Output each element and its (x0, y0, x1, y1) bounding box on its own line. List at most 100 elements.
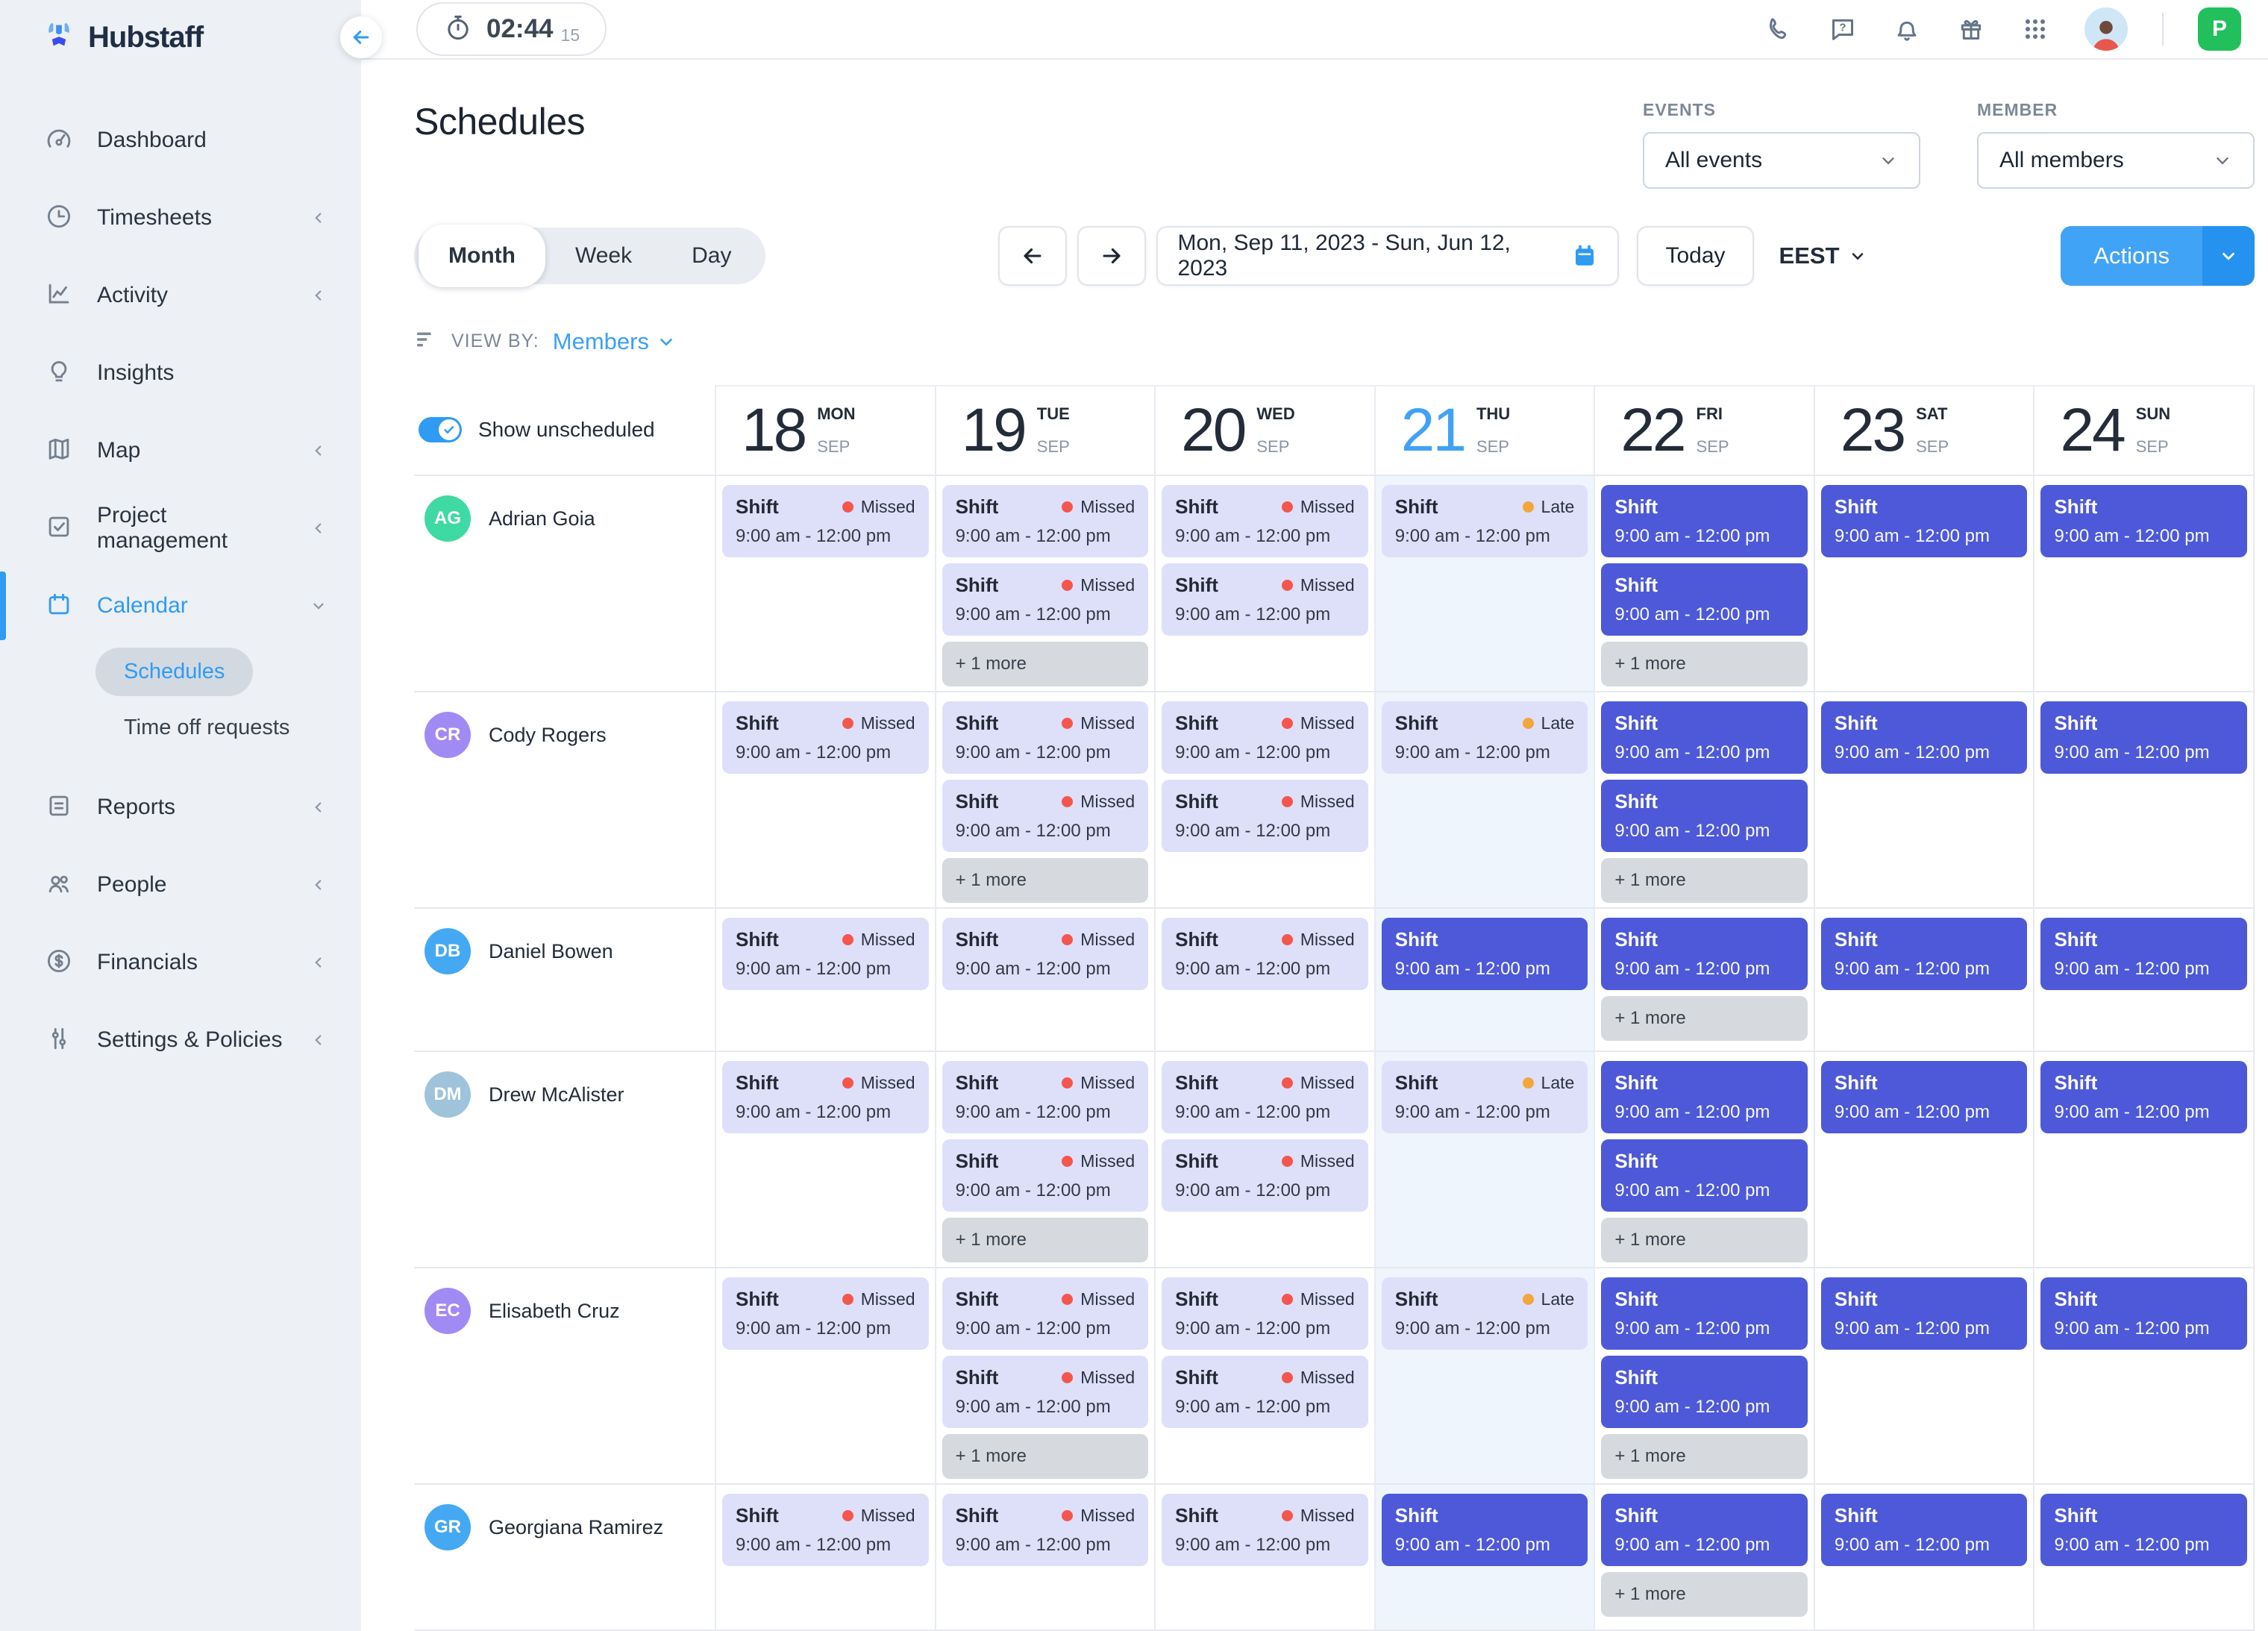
day-cell[interactable]: Shift Missed 9:00 am - 12:00 pm Shift Missed… (936, 476, 1156, 692)
member-info[interactable]: EC Elisabeth Cruz (414, 1268, 715, 1334)
shift-chip-late[interactable]: Shift Late 9:00 am - 12:00 pm (1381, 1277, 1588, 1350)
more-shifts-chip[interactable]: + 1 more (1601, 996, 1808, 1041)
shift-chip-missed[interactable]: Shift Missed 9:00 am - 12:00 pm (1162, 1139, 1368, 1212)
shift-chip-scheduled[interactable]: Shift 9:00 am - 12:00 pm (1381, 918, 1588, 990)
phone-icon[interactable] (1764, 14, 1794, 44)
shift-chip-missed[interactable]: Shift Missed 9:00 am - 12:00 pm (722, 1277, 929, 1350)
shift-chip-scheduled[interactable]: Shift 9:00 am - 12:00 pm (1820, 1061, 2028, 1133)
shift-chip-missed[interactable]: Shift Missed 9:00 am - 12:00 pm (722, 701, 929, 774)
shift-chip-scheduled[interactable]: Shift 9:00 am - 12:00 pm (1820, 1277, 2028, 1350)
day-cell[interactable]: Shift Missed 9:00 am - 12:00 pm (716, 909, 936, 1052)
shift-chip-missed[interactable]: Shift Missed 9:00 am - 12:00 pm (942, 918, 1149, 990)
shift-chip-scheduled[interactable]: Shift 9:00 am - 12:00 pm (1601, 780, 1808, 852)
logo[interactable]: Hubstaff (0, 0, 361, 75)
day-cell[interactable]: Shift 9:00 am - 12:00 pm (2034, 1052, 2255, 1268)
day-cell[interactable]: Shift Missed 9:00 am - 12:00 pm Shift Missed… (1156, 476, 1376, 692)
sidebar-item-settings-policies[interactable]: Settings & Policies (0, 1001, 361, 1079)
shift-chip-scheduled[interactable]: Shift 9:00 am - 12:00 pm (2040, 1061, 2248, 1133)
more-shifts-chip[interactable]: + 1 more (1601, 1434, 1808, 1479)
shift-chip-late[interactable]: Shift Late 9:00 am - 12:00 pm (1381, 1061, 1588, 1133)
shift-chip-missed[interactable]: Shift Missed 9:00 am - 12:00 pm (1162, 701, 1368, 774)
day-cell[interactable]: Shift 9:00 am - 12:00 pm (1375, 909, 1596, 1052)
user-avatar[interactable] (2084, 7, 2128, 51)
day-cell[interactable]: Shift 9:00 am - 12:00 pm + 1 more (1595, 909, 1815, 1052)
day-cell[interactable]: Shift Missed 9:00 am - 12:00 pm Shift Missed… (1156, 1052, 1376, 1268)
sidebar-item-insights[interactable]: Insights (0, 334, 361, 412)
sidebar-item-people[interactable]: People (0, 846, 361, 924)
shift-chip-scheduled[interactable]: Shift 9:00 am - 12:00 pm (1601, 1277, 1808, 1350)
day-cell[interactable]: Shift 9:00 am - 12:00 pm Shift 9:00 am - 12… (1595, 1268, 1815, 1485)
apps-grid-icon[interactable] (2020, 14, 2050, 44)
bell-icon[interactable] (1892, 14, 1922, 44)
shift-chip-scheduled[interactable]: Shift 9:00 am - 12:00 pm (1601, 701, 1808, 774)
sidebar-item-project-management[interactable]: Project management (0, 489, 361, 567)
day-cell[interactable]: Shift 9:00 am - 12:00 pm (2034, 1485, 2255, 1631)
day-cell[interactable]: Shift 9:00 am - 12:00 pm (2034, 476, 2255, 692)
more-shifts-chip[interactable]: + 1 more (1601, 642, 1808, 686)
day-cell[interactable]: Shift 9:00 am - 12:00 pm Shift 9:00 am - 12… (1595, 476, 1815, 692)
day-cell[interactable]: Shift 9:00 am - 12:00 pm (2034, 692, 2255, 909)
day-cell[interactable]: Shift 9:00 am - 12:00 pm Shift 9:00 am - 12… (1595, 1052, 1815, 1268)
more-shifts-chip[interactable]: + 1 more (1601, 1218, 1808, 1262)
sidebar-item-timesheets[interactable]: Timesheets (0, 179, 361, 257)
sidebar-item-activity[interactable]: Activity (0, 257, 361, 334)
day-cell[interactable]: Shift Late 9:00 am - 12:00 pm (1375, 1052, 1596, 1268)
tab-week[interactable]: Week (574, 243, 633, 268)
day-cell[interactable]: Shift Missed 9:00 am - 12:00 pm Shift Missed… (1156, 692, 1376, 909)
shift-chip-scheduled[interactable]: Shift 9:00 am - 12:00 pm (2040, 485, 2248, 557)
sidebar-item-schedules[interactable]: Schedules (95, 648, 254, 696)
shift-chip-missed[interactable]: Shift Missed 9:00 am - 12:00 pm (722, 918, 929, 990)
more-shifts-chip[interactable]: + 1 more (942, 642, 1149, 686)
shift-chip-missed[interactable]: Shift Missed 9:00 am - 12:00 pm (942, 1061, 1149, 1133)
member-info[interactable]: GR Georgiana Ramirez (414, 1485, 715, 1550)
more-shifts-chip[interactable]: + 1 more (942, 1434, 1149, 1479)
shift-chip-missed[interactable]: Shift Missed 9:00 am - 12:00 pm (1162, 918, 1368, 990)
sidebar-item-financials[interactable]: Financials (0, 924, 361, 1001)
day-cell[interactable]: Shift 9:00 am - 12:00 pm (1814, 476, 2035, 692)
shift-chip-missed[interactable]: Shift Missed 9:00 am - 12:00 pm (722, 1494, 929, 1566)
more-shifts-chip[interactable]: + 1 more (942, 1218, 1149, 1262)
view-by-dropdown[interactable]: Members (553, 328, 676, 355)
shift-chip-scheduled[interactable]: Shift 9:00 am - 12:00 pm (1601, 1356, 1808, 1428)
shift-chip-late[interactable]: Shift Late 9:00 am - 12:00 pm (1381, 485, 1588, 557)
gift-icon[interactable] (1956, 14, 1986, 44)
day-cell[interactable]: Shift 9:00 am - 12:00 pm (1814, 909, 2035, 1052)
day-cell[interactable]: Shift 9:00 am - 12:00 pm (2034, 909, 2255, 1052)
shift-chip-missed[interactable]: Shift Missed 9:00 am - 12:00 pm (1162, 1494, 1368, 1566)
shift-chip-scheduled[interactable]: Shift 9:00 am - 12:00 pm (1601, 1139, 1808, 1212)
day-header[interactable]: 23 SAT SEP (1814, 385, 2035, 476)
actions-split-button[interactable]: Actions (2061, 226, 2255, 286)
day-header[interactable]: 20 WED SEP (1156, 385, 1376, 476)
member-info[interactable]: AG Adrian Goia (414, 476, 715, 542)
shift-chip-missed[interactable]: Shift Missed 9:00 am - 12:00 pm (942, 1139, 1149, 1212)
sidebar-item-reports[interactable]: Reports (0, 768, 361, 846)
actions-button-label[interactable]: Actions (2061, 226, 2202, 286)
sidebar-item-calendar[interactable]: Calendar (0, 567, 361, 645)
day-header[interactable]: 18 MON SEP (716, 385, 936, 476)
day-cell[interactable]: Shift Missed 9:00 am - 12:00 pm Shift Missed… (936, 692, 1156, 909)
shift-chip-missed[interactable]: Shift Missed 9:00 am - 12:00 pm (1162, 485, 1368, 557)
shift-chip-missed[interactable]: Shift Missed 9:00 am - 12:00 pm (942, 485, 1149, 557)
shift-chip-missed[interactable]: Shift Missed 9:00 am - 12:00 pm (722, 1061, 929, 1133)
day-cell[interactable]: Shift Missed 9:00 am - 12:00 pm Shift Missed… (936, 1268, 1156, 1485)
shift-chip-scheduled[interactable]: Shift 9:00 am - 12:00 pm (1601, 1061, 1808, 1133)
timezone-dropdown[interactable]: EEST (1779, 242, 1867, 269)
profile-badge[interactable]: P (2198, 7, 2241, 51)
day-cell[interactable]: Shift Missed 9:00 am - 12:00 pm (716, 1485, 936, 1631)
day-header[interactable]: 21 THU SEP (1375, 385, 1596, 476)
day-cell[interactable]: Shift 9:00 am - 12:00 pm (1814, 1268, 2035, 1485)
sidebar-item-time-off-requests[interactable]: Time off requests (124, 716, 290, 739)
timer-widget[interactable]: 02:44 15 (416, 2, 607, 56)
day-cell[interactable]: Shift Missed 9:00 am - 12:00 pm Shift Missed… (936, 1052, 1156, 1268)
shift-chip-scheduled[interactable]: Shift 9:00 am - 12:00 pm (2040, 918, 2248, 990)
actions-dropdown-arrow[interactable] (2202, 226, 2255, 286)
day-cell[interactable]: Shift Late 9:00 am - 12:00 pm (1375, 692, 1596, 909)
more-shifts-chip[interactable]: + 1 more (1601, 858, 1808, 903)
day-cell[interactable]: Shift 9:00 am - 12:00 pm (1814, 692, 2035, 909)
shift-chip-scheduled[interactable]: Shift 9:00 am - 12:00 pm (1601, 485, 1808, 557)
tab-day[interactable]: Day (692, 243, 732, 268)
shift-chip-scheduled[interactable]: Shift 9:00 am - 12:00 pm (1820, 1494, 2028, 1566)
day-cell[interactable]: Shift Late 9:00 am - 12:00 pm (1375, 1268, 1596, 1485)
day-cell[interactable]: Shift Missed 9:00 am - 12:00 pm (1156, 909, 1376, 1052)
day-cell[interactable]: Shift Missed 9:00 am - 12:00 pm (716, 1268, 936, 1485)
